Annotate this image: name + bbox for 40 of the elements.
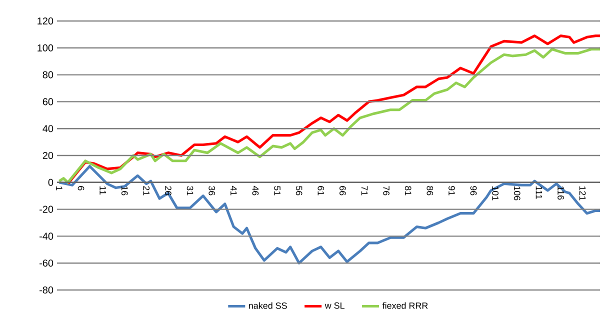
x-tick-label: 56 [296, 186, 302, 196]
x-tick-label: 26 [165, 186, 172, 196]
x-tick-label: 41 [230, 186, 237, 196]
x-tick-label: 31 [186, 186, 194, 196]
x-tick-label: 6 [78, 186, 84, 190]
legend-label: fiexed RRR [382, 302, 428, 309]
x-tick-label: 21 [143, 186, 150, 196]
y-tick-label: 0 [48, 178, 54, 186]
y-tick-label: 100 [38, 44, 54, 52]
y-tick-label: 80 [42, 71, 54, 78]
x-tick-label: 11 [100, 186, 106, 195]
x-tick-label: 121 [579, 186, 586, 200]
x-tick-label: 46 [252, 186, 259, 196]
x-tick-label: 116 [558, 186, 564, 200]
line-series [58, 164, 600, 264]
legend-label: w SL [324, 302, 344, 309]
x-tick-label: 106 [514, 186, 520, 200]
legend-label: naked SS [249, 302, 287, 309]
x-tick-label: 71 [361, 186, 368, 196]
y-tick-label: 120 [38, 17, 54, 25]
y-tick-label: -60 [40, 260, 54, 267]
y-tick-label: -20 [40, 206, 54, 213]
x-tick-label: 66 [340, 186, 346, 196]
x-tick-label: 16 [121, 186, 128, 196]
y-tick-label: -80 [40, 286, 54, 294]
y-tick-label: -40 [40, 232, 54, 240]
x-tick-label: 61 [318, 186, 324, 196]
x-tick-label: 111 [536, 186, 542, 199]
x-tick-label: 76 [383, 186, 390, 196]
x-tick-label: 81 [404, 186, 412, 196]
x-tick-label: 36 [208, 186, 216, 196]
y-tick-label: 40 [42, 125, 54, 132]
x-tick-label: 101 [492, 186, 499, 200]
x-tick-label: 51 [274, 186, 280, 196]
x-tick-label: 91 [448, 186, 455, 196]
y-tick-label: 20 [42, 152, 54, 160]
x-tick-label: 1 [56, 186, 62, 190]
x-tick-label: 86 [426, 186, 434, 196]
x-tick-label: 96 [470, 186, 477, 196]
y-tick-label: 60 [42, 98, 54, 106]
